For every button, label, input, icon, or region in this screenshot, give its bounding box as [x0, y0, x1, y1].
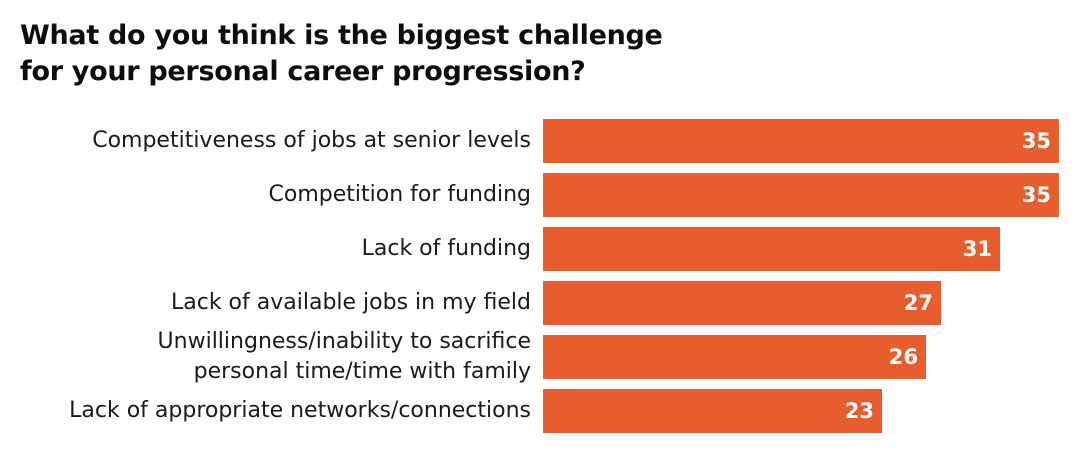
- bar-row: Lack of available jobs in my field 27: [0, 281, 1080, 325]
- category-label: Lack of funding: [362, 227, 531, 271]
- category-label: Competition for funding: [269, 173, 532, 217]
- bar-row: Lack of appropriate networks/connections…: [0, 389, 1080, 433]
- category-label-line: Lack of available jobs in my field: [170, 290, 531, 315]
- bar-row: Unwillingness/inability to sacrifice pers…: [0, 329, 1080, 384]
- bar-row: Competitiveness of jobs at senior levels…: [0, 119, 1080, 163]
- chart-title-line-2: for your personal career progression?: [20, 56, 586, 87]
- category-label: Competitiveness of jobs at senior levels: [92, 119, 531, 163]
- bar-value-label: 27: [903, 291, 933, 315]
- category-label-line: personal time/time with family: [193, 359, 531, 384]
- bar: 35: [543, 119, 1059, 163]
- category-label: Unwillingness/inability to sacrifice pers…: [158, 329, 531, 384]
- bar: 31: [543, 227, 1000, 271]
- category-label: Lack of available jobs in my field: [171, 281, 531, 325]
- bar-row: Competition for funding 35: [0, 173, 1080, 217]
- bar: 26: [543, 335, 926, 379]
- category-label-line: Unwillingness/inability to sacrifice: [157, 329, 531, 354]
- category-label-line: Competitiveness of jobs at senior levels: [92, 128, 531, 153]
- bar-value-label: 35: [1021, 129, 1051, 153]
- bar-value-label: 31: [962, 237, 992, 261]
- bar: 35: [543, 173, 1059, 217]
- bar-value-label: 23: [844, 399, 874, 423]
- category-label-line: Lack of appropriate networks/connections: [69, 398, 531, 423]
- chart-title: What do you think is the biggest challen…: [20, 18, 740, 90]
- category-label-line: Competition for funding: [268, 182, 532, 207]
- bar: 23: [543, 389, 882, 433]
- bar-value-label: 26: [888, 345, 918, 369]
- category-label: Lack of appropriate networks/connections: [69, 389, 531, 433]
- bar-row: Lack of funding 31: [0, 227, 1080, 271]
- category-label-line: Lack of funding: [361, 236, 531, 261]
- chart-title-line-1: What do you think is the biggest challen…: [20, 20, 663, 51]
- bar-value-label: 35: [1021, 183, 1051, 207]
- bar: 27: [543, 281, 941, 325]
